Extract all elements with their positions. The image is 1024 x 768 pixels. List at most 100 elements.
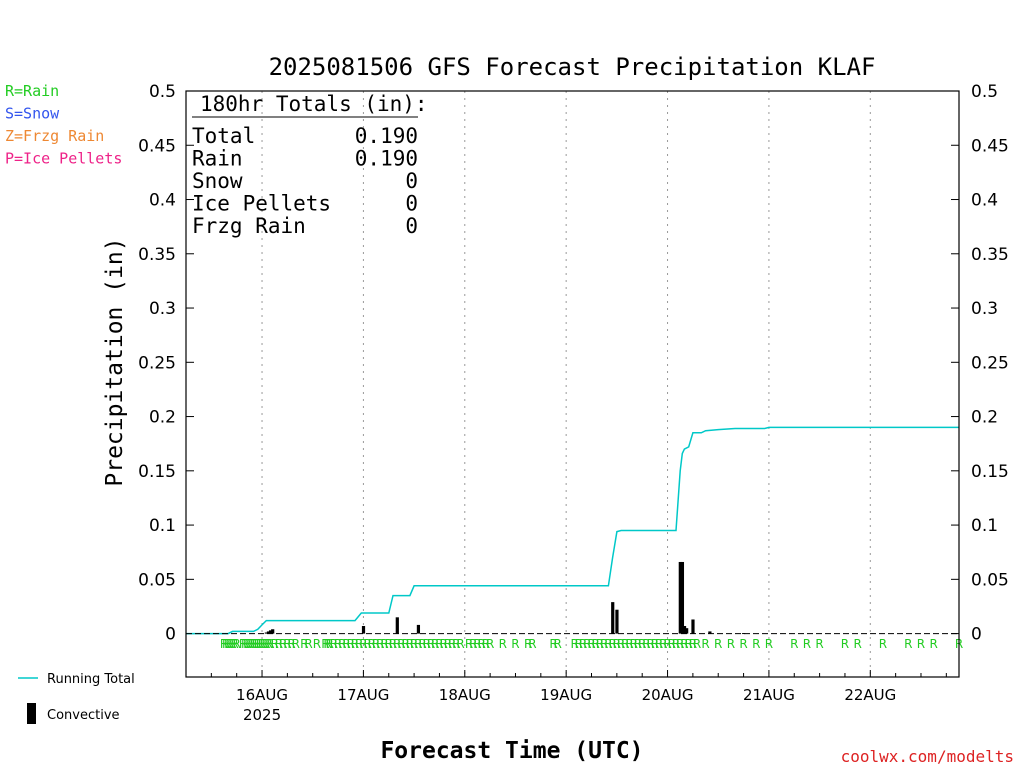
precip-type-marker: R [621, 637, 629, 651]
precip-type-marker: R [465, 637, 473, 651]
y-tick-label: 0.35 [138, 245, 176, 265]
precip-type-marker: R [385, 637, 393, 651]
precip-type-marker: R [625, 637, 633, 651]
precip-type-marker: R [524, 637, 532, 651]
precip-type-marker: R [579, 637, 587, 651]
y-tick-label: 0.4 [149, 191, 176, 211]
y-tick-label: 0 [971, 625, 982, 645]
y-tick-label: 0.35 [971, 245, 1009, 265]
x-tick-label: 21AUG [743, 686, 795, 704]
x-tick-label: 17AUG [337, 686, 389, 704]
y-tick-label: 0.5 [971, 82, 998, 102]
y-tick-label: 0.15 [971, 462, 1009, 482]
precip-type-marker: R [389, 637, 397, 651]
precip-type-marker: R [220, 637, 228, 651]
precip-type-marker: R [239, 637, 247, 651]
precip-type-marker: R [803, 637, 811, 651]
precip-type-marker: R [452, 637, 460, 651]
precip-type-marker: R [456, 637, 464, 651]
convective-bars [264, 561, 746, 635]
totals-row-value: 0 [405, 214, 418, 238]
precip-type-marker: R [655, 637, 663, 651]
precip-type-marker: R [342, 637, 350, 651]
precip-type-marker: R [672, 637, 680, 651]
precip-type-marker: R [287, 637, 295, 651]
totals-row-label: Frzg Rain [192, 214, 306, 238]
convective-bar [416, 624, 421, 634]
precip-type-marker: R [815, 637, 823, 651]
precip-type-marker: R [304, 637, 312, 651]
totals-row-label: Snow [192, 169, 243, 193]
totals-row-value: 0.190 [355, 124, 418, 148]
y-tick-label: 0.1 [149, 516, 176, 536]
y-axis-left: 0 0.05 0.1 0.15 0.2 0.25 0.3 0.35 0.4 0.45 0.5 [138, 82, 194, 645]
y-tick-label: 0.45 [971, 136, 1009, 156]
precip-type-marker: R [393, 637, 401, 651]
x-tick-label: 20AUG [642, 686, 694, 704]
precip-type-marker: R [271, 637, 279, 651]
convective-bar [708, 631, 712, 634]
precip-type-marker: R [243, 637, 251, 651]
precip-type-marker: R [689, 637, 697, 651]
bottom-legend-label: Convective [47, 708, 120, 723]
precip-type-marker: R [684, 637, 692, 651]
y-tick-label: 0.3 [971, 299, 998, 319]
convective-bar [691, 619, 695, 634]
precip-type-marker: R [727, 637, 735, 651]
precip-type-marker: R [600, 637, 608, 651]
totals-row-label: Total [192, 124, 255, 148]
precip-type-marker: R [427, 637, 435, 651]
precip-type-marker: R [260, 637, 268, 651]
totals-row-value: 0.190 [355, 147, 418, 171]
precip-type-marker: R [279, 637, 287, 651]
precip-type-marker: R [321, 637, 329, 651]
precip-type-marker: R [334, 637, 342, 651]
precip-type-legend-item: Z=Frzg Rain [5, 127, 104, 145]
y-axis-right: 0 0.05 0.1 0.15 0.2 0.25 0.3 0.35 0.4 0.45 0.5 [951, 82, 1009, 645]
x-tick-label: 16AUG [236, 686, 288, 704]
y-tick-label: 0.05 [138, 570, 176, 590]
precip-type-marker: R [486, 637, 494, 651]
precip-type-marker: R [258, 637, 266, 651]
precip-type-marker: R [247, 637, 255, 651]
precip-type-marker: R [323, 637, 331, 651]
convective-bar [264, 632, 268, 634]
precip-type-marker: R [642, 637, 650, 651]
precip-type-marker: R [676, 637, 684, 651]
precip-type-marker: R [444, 637, 452, 651]
bottom-legend: Running Total Convective [18, 672, 135, 724]
precip-type-marker: R [511, 637, 519, 651]
precip-type-marker: R [359, 637, 367, 651]
precip-type-marker: R [701, 637, 709, 651]
x-tick-sublabel: 2025 [243, 706, 281, 724]
convective-bar [742, 633, 746, 635]
precip-type-marker: R [592, 637, 600, 651]
precip-type-marker: R [363, 637, 371, 651]
totals-row-label: Rain [192, 147, 243, 171]
precip-type-marker: R [347, 637, 355, 651]
totals-box: 180hr Totals (in): Total 0.190 Rain 0.190 Sn… [192, 92, 428, 238]
precip-type-marker: R [608, 637, 616, 651]
precip-type-marker: R [252, 637, 260, 651]
precip-type-marker: R [431, 637, 439, 651]
precip-type-marker: R [275, 637, 283, 651]
precip-type-marker: R [397, 637, 405, 651]
y-tick-label: 0.3 [149, 299, 176, 319]
precip-type-marker: R [435, 637, 443, 651]
precip-type-marker: R [300, 637, 308, 651]
totals-row-value: 0 [405, 169, 418, 193]
precip-type-marker: R [714, 637, 722, 651]
precip-type-marker: R [663, 637, 671, 651]
convective-bar [271, 629, 275, 634]
precip-type-marker: R [401, 637, 409, 651]
precip-type-marker: R [262, 637, 270, 651]
precip-type-marker: R [739, 637, 747, 651]
x-axis-label: Forecast Time (UTC) [380, 738, 643, 764]
y-tick-label: 0.1 [971, 516, 998, 536]
precip-type-marker: R [473, 637, 481, 651]
precip-type-marker: R [224, 637, 232, 651]
precip-type-marker: R [469, 637, 477, 651]
precip-type-marker: R [790, 637, 798, 651]
precip-type-marker: R [528, 637, 536, 651]
